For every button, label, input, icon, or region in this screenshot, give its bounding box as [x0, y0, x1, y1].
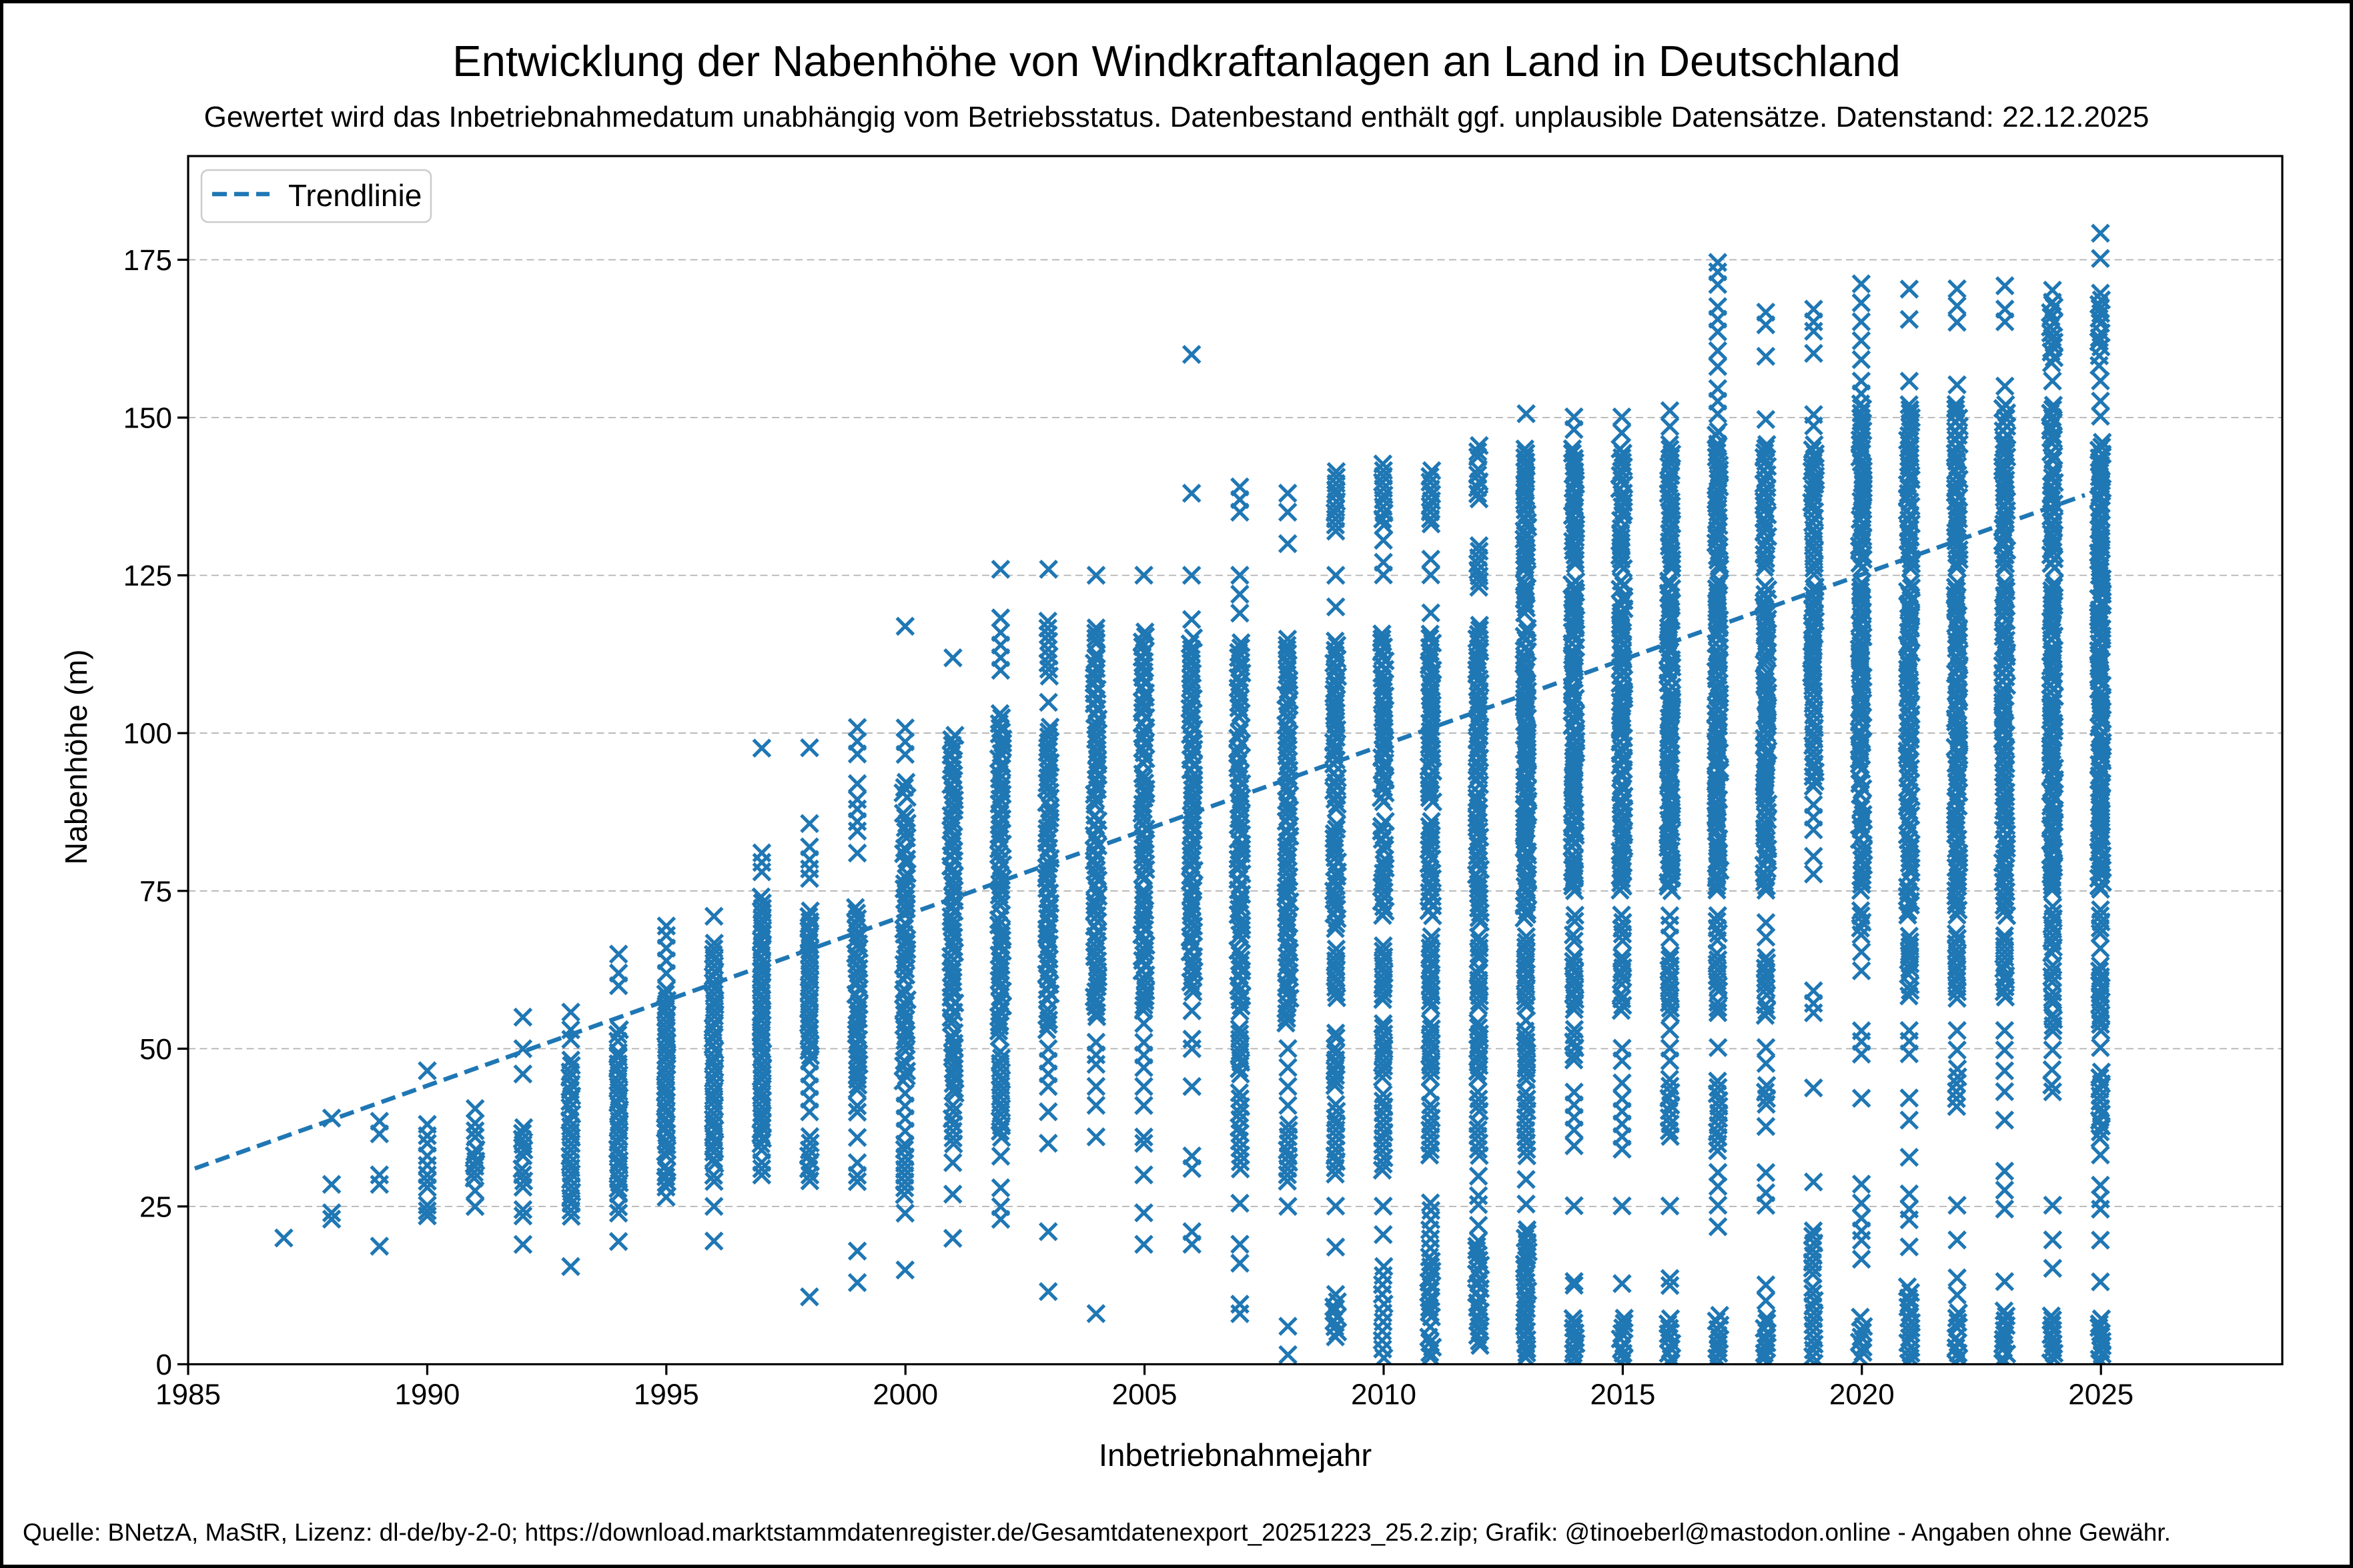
- svg-text:2010: 2010: [1351, 1379, 1416, 1411]
- svg-text:Gewertet wird das Inbetriebnah: Gewertet wird das Inbetriebnahmedatum un…: [204, 101, 2150, 133]
- svg-text:0: 0: [156, 1349, 172, 1381]
- svg-text:100: 100: [123, 718, 172, 750]
- svg-text:1990: 1990: [394, 1379, 460, 1411]
- svg-text:2020: 2020: [1829, 1379, 1895, 1411]
- svg-text:1985: 1985: [155, 1379, 221, 1411]
- svg-text:75: 75: [139, 875, 172, 908]
- svg-text:2000: 2000: [873, 1379, 938, 1411]
- svg-text:Trendlinie: Trendlinie: [288, 178, 422, 213]
- svg-text:Nabenhöhe (m): Nabenhöhe (m): [59, 649, 93, 864]
- svg-text:150: 150: [123, 402, 172, 435]
- svg-text:175: 175: [123, 244, 172, 277]
- svg-text:2005: 2005: [1112, 1379, 1178, 1411]
- svg-text:50: 50: [139, 1033, 172, 1066]
- svg-text:Entwicklung der Nabenhöhe von: Entwicklung der Nabenhöhe von Windkrafta…: [452, 37, 1901, 85]
- svg-text:Inbetriebnahmejahr: Inbetriebnahmejahr: [1099, 1438, 1372, 1473]
- svg-text:125: 125: [123, 560, 172, 592]
- svg-text:1995: 1995: [634, 1379, 699, 1411]
- svg-text:2025: 2025: [2068, 1379, 2134, 1411]
- svg-text:2015: 2015: [1590, 1379, 1655, 1411]
- svg-text:Quelle: BNetzA, MaStR, Lizenz:: Quelle: BNetzA, MaStR, Lizenz: dl-de/by-…: [23, 1519, 2171, 1546]
- svg-text:25: 25: [139, 1191, 172, 1223]
